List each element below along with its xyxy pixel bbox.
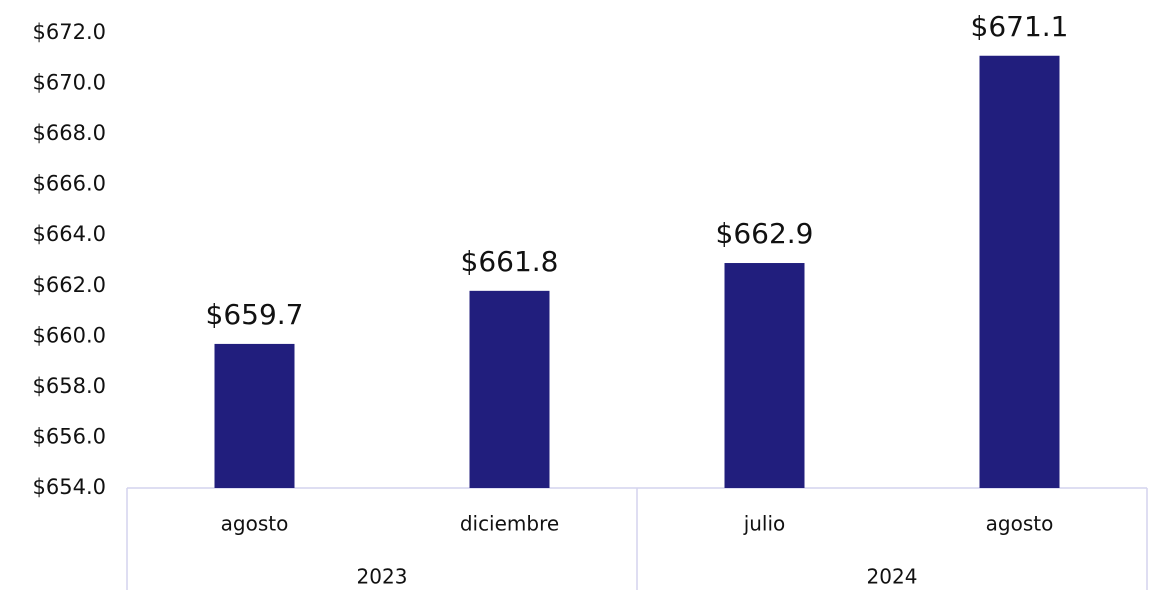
y-tick-label: $670.0: [33, 71, 106, 95]
y-tick-label: $666.0: [33, 172, 106, 196]
value-label: $671.1: [971, 10, 1069, 43]
y-tick-label: $654.0: [33, 475, 106, 499]
y-tick-label: $660.0: [33, 323, 106, 347]
y-tick-label: $656.0: [33, 424, 106, 448]
x-tick-label: agosto: [986, 512, 1054, 536]
value-label: $662.9: [716, 217, 814, 250]
x-tick-label: julio: [743, 512, 786, 536]
value-label: $659.7: [206, 298, 304, 331]
bar: [469, 290, 550, 488]
y-tick-label: $658.0: [33, 374, 106, 398]
y-tick-label: $668.0: [33, 121, 106, 145]
y-tick-label: $672.0: [33, 20, 106, 44]
bar: [979, 55, 1060, 488]
group-label: 2024: [867, 565, 918, 589]
x-tick-label: agosto: [221, 512, 289, 536]
bar: [214, 343, 295, 488]
y-tick-label: $664.0: [33, 222, 106, 246]
x-tick-label: diciembre: [460, 512, 559, 536]
group-label: 2023: [357, 565, 408, 589]
bar: [724, 263, 805, 488]
value-label: $661.8: [461, 245, 559, 278]
y-tick-label: $662.0: [33, 273, 106, 297]
